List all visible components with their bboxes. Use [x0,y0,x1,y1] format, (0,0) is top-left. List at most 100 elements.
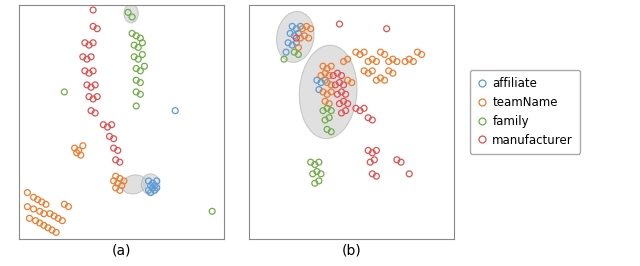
Point [143,179,154,183]
Point [295,36,305,40]
Point [318,90,328,94]
Point [342,78,353,82]
X-axis label: (a): (a) [112,244,132,257]
Point [145,190,156,195]
Point [359,69,369,73]
Point [412,50,422,54]
Point [305,27,316,31]
Point [131,104,141,108]
Point [147,181,157,185]
Point [322,66,332,71]
Point [84,71,94,75]
Point [41,202,51,206]
Point [80,41,90,45]
Point [140,64,150,68]
Point [283,41,293,45]
Point [383,59,394,64]
Point [31,219,41,223]
Point [84,94,94,99]
Point [310,181,320,185]
Point [123,10,133,14]
Point [404,57,414,61]
Point [129,43,140,47]
Point [131,34,141,38]
Point [383,69,394,73]
Point [289,34,300,38]
Point [60,202,70,206]
Point [77,55,88,59]
Point [359,106,369,110]
Point [316,80,326,85]
Legend: affiliate, teamName, family, manufacturer: affiliate, teamName, family, manufacture… [470,70,580,154]
Point [334,102,344,106]
Point [380,52,390,57]
Point [314,88,324,92]
Point [305,160,316,164]
Point [324,73,334,78]
Point [388,57,398,61]
Point [76,153,86,157]
Point [131,90,141,94]
Point [320,78,330,82]
Point [109,146,119,150]
Point [334,80,344,85]
Point [111,158,121,162]
Point [371,174,381,178]
Point [392,158,402,162]
Point [347,80,357,85]
Point [45,211,55,216]
Point [88,41,98,45]
Point [324,115,334,120]
Point [293,45,303,49]
Point [135,69,145,73]
Point [396,160,406,164]
Point [328,73,339,78]
Point [322,106,332,110]
Point [359,50,369,54]
Point [137,52,147,57]
Point [82,57,92,61]
Point [318,109,328,113]
Point [351,106,361,110]
Point [104,134,115,139]
Ellipse shape [122,175,147,194]
Point [371,78,381,82]
Ellipse shape [276,11,314,63]
Point [326,64,337,68]
Point [135,36,145,40]
Point [371,148,381,153]
Point [367,172,378,176]
Point [49,214,60,218]
Point [92,27,102,31]
Point [88,8,98,12]
Point [116,184,127,188]
Point [355,52,365,57]
Point [22,190,33,195]
Ellipse shape [300,45,357,139]
Point [342,102,353,106]
Point [72,151,82,155]
Point [80,69,90,73]
Point [43,226,53,230]
Point [152,186,162,190]
Point [38,223,49,227]
Point [363,71,373,75]
Point [351,50,361,54]
Ellipse shape [124,4,138,23]
Point [109,179,119,183]
Point [332,71,342,75]
Point [298,27,308,31]
Point [326,83,337,87]
Point [135,80,145,85]
Point [207,209,218,213]
Point [408,59,419,64]
Point [60,90,70,94]
X-axis label: (b): (b) [342,244,362,257]
Point [90,111,100,115]
Point [28,207,38,211]
Point [28,195,38,200]
Point [38,211,49,216]
Point [287,24,298,28]
Point [332,92,342,96]
Point [367,118,378,122]
